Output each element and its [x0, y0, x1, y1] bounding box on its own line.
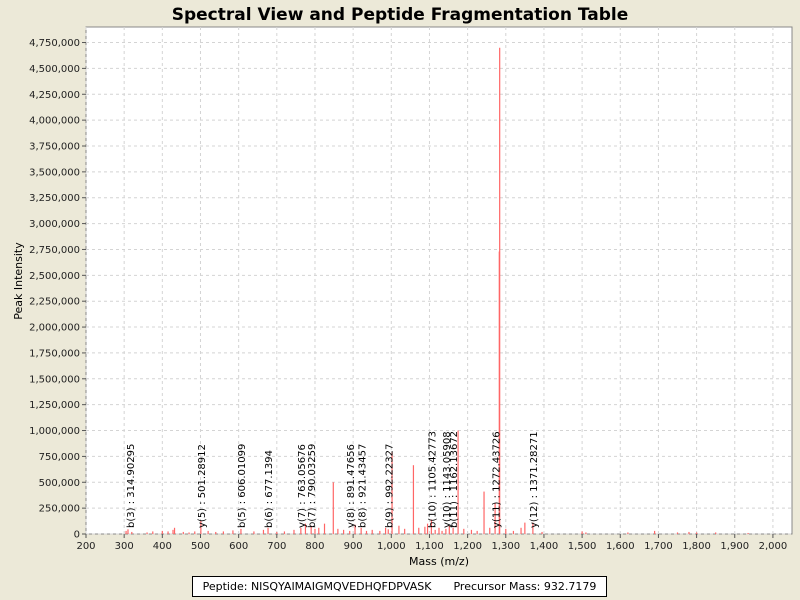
peak-annotation: b(9) : 992.22327	[384, 444, 395, 528]
chart-title: Spectral View and Peptide Fragmentation …	[172, 5, 629, 25]
x-tick-label: 1,100	[415, 541, 444, 552]
y-tick-label: 4,500,000	[29, 64, 80, 75]
x-tick-label: 1,400	[530, 541, 559, 552]
y-tick-label: 4,750,000	[29, 38, 80, 49]
peak-annotation: y(11) : 1272.43726	[491, 431, 502, 528]
y-tick-label: 3,250,000	[29, 193, 80, 204]
peak-annotation: b(6) : 677.1394	[264, 450, 275, 528]
peak-annotation: b(7) : 790.03259	[307, 444, 318, 528]
peak-annotation: y(12) : 1371.28271	[529, 431, 540, 528]
y-tick-label: 4,250,000	[29, 90, 80, 101]
peaks	[125, 47, 749, 534]
grid-lines	[85, 27, 792, 535]
peak-annotation: b(8) : 921.43457	[357, 444, 368, 528]
x-tick-label: 1,900	[720, 541, 749, 552]
y-tick-label: 2,000,000	[29, 323, 80, 334]
x-tick-label: 400	[153, 541, 172, 552]
plot-area[interactable]	[85, 26, 793, 535]
y-tick-label: 1,000,000	[29, 426, 80, 437]
y-tick-label: 1,750,000	[29, 348, 80, 359]
y-tick-label: 4,000,000	[29, 116, 80, 127]
x-tick-label: 1,300	[491, 541, 520, 552]
peak-annotation: y(7) : 763.05676	[297, 444, 308, 528]
x-tick-label: 700	[267, 541, 286, 552]
x-tick-label: 900	[344, 541, 363, 552]
y-tick-label: 3,000,000	[29, 219, 80, 230]
peak-annotation: y(8) : 891.47656	[346, 444, 357, 528]
peptide-info-box: Peptide: NISQYAIMAIGMQVEDHQFDPVASK Precu…	[192, 576, 607, 597]
peptide-sequence: Peptide: NISQYAIMAIGMQVEDHQFDPVASK	[202, 580, 432, 593]
x-tick-label: 200	[76, 541, 95, 552]
x-tick-label: 300	[115, 541, 134, 552]
precursor-mass: Precursor Mass: 932.7179	[453, 580, 597, 593]
x-tick-label: 1,600	[606, 541, 635, 552]
y-tick-label: 2,500,000	[29, 271, 80, 282]
x-tick-label: 1,000	[377, 541, 406, 552]
y-tick-label: 2,750,000	[29, 245, 80, 256]
y-tick-label: 2,250,000	[29, 297, 80, 308]
x-tick-label: 1,700	[644, 541, 673, 552]
peak-annotation: b(11) : 1162.13672	[449, 431, 460, 528]
x-tick-label: 1,200	[453, 541, 482, 552]
y-tick-label: 3,750,000	[29, 141, 80, 152]
y-tick-label: 250,000	[39, 504, 80, 515]
peak-annotation: b(3) : 314.90295	[126, 444, 137, 528]
x-tick-label: 1,500	[568, 541, 597, 552]
y-tick-label: 750,000	[39, 452, 80, 463]
peak-annotation: y(10) : 1143.05908	[442, 431, 453, 528]
peak-annotation: y(5) : 501.28912	[197, 444, 208, 528]
y-tick-label: 1,250,000	[29, 400, 80, 411]
peak-annotation: b(5) : 606.01099	[237, 444, 248, 528]
y-tick-label: 1,500,000	[29, 374, 80, 385]
y-tick-label: 0	[74, 530, 80, 541]
y-axis: 0 250,000 500,000 750,000 1,000,000 1,250,000…	[29, 38, 86, 541]
y-axis-label: Peak Intensity	[12, 242, 25, 320]
x-tick-label: 500	[191, 541, 210, 552]
peak-annotations: b(3) : 314.90295 y(5) : 501.28912 b(5) : 6…	[126, 431, 540, 528]
x-axis: 200 300 400 500 600 700 800 900 1,000 1,100 1,200 1…	[76, 534, 787, 552]
peak-annotation: b(10) : 1105.42773	[428, 431, 439, 528]
y-tick-label: 3,500,000	[29, 167, 80, 178]
x-axis-label: Mass (m/z)	[409, 555, 469, 568]
x-tick-label: 2,000	[759, 541, 788, 552]
x-tick-label: 1,800	[682, 541, 711, 552]
x-tick-label: 800	[305, 541, 324, 552]
x-tick-label: 600	[229, 541, 248, 552]
y-tick-label: 500,000	[39, 478, 80, 489]
